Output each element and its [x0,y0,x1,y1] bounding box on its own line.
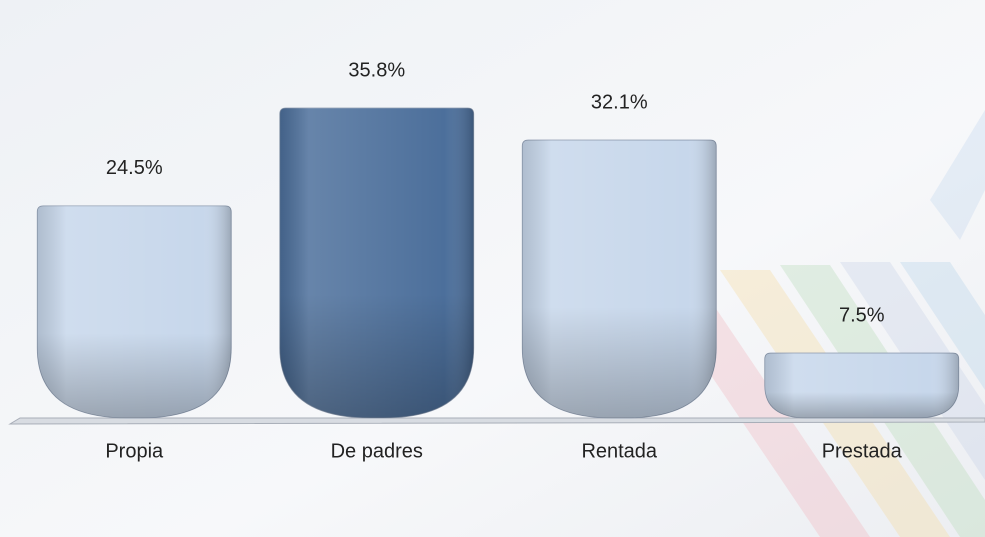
bar-shade [522,140,717,418]
x-tick-label: De padres [331,440,423,462]
x-tick-label: Propia [105,440,164,462]
value-label: 35.8% [348,59,405,81]
value-label: 7.5% [839,304,885,326]
value-label: 32.1% [591,91,648,113]
bar-shade [37,205,232,418]
value-label: 24.5% [106,157,163,179]
bar-shade [279,108,474,418]
bar-shade [764,353,959,418]
x-tick-label: Prestada [822,440,903,462]
x-tick-label: Rentada [581,440,657,462]
floor [8,417,985,425]
